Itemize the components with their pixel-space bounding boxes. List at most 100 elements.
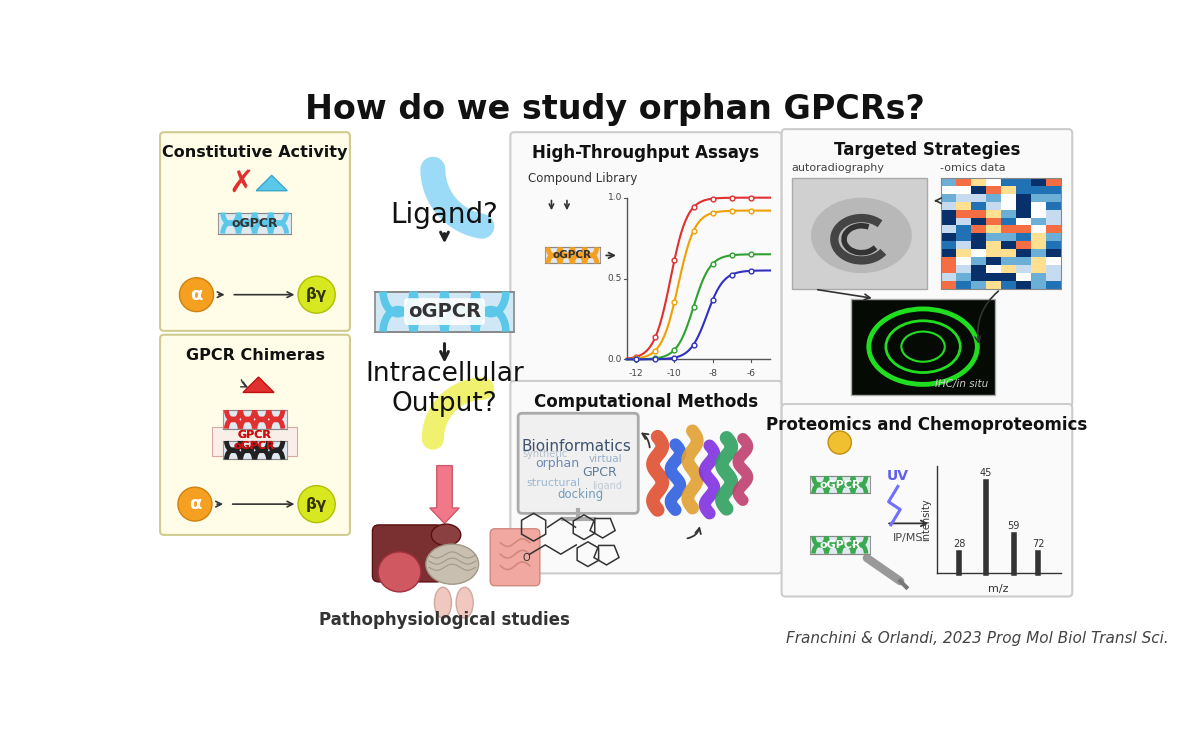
Text: intensity: intensity [920, 498, 931, 541]
Bar [1001, 202, 1015, 210]
Text: 1.0: 1.0 [607, 193, 622, 202]
Point [626, 353, 646, 365]
Text: oGPCR: oGPCR [408, 302, 481, 321]
Text: 28: 28 [953, 539, 965, 549]
Text: -8: -8 [708, 369, 718, 378]
Bar [1045, 250, 1061, 258]
Bar [1001, 210, 1015, 218]
Bar [971, 210, 985, 218]
Circle shape [298, 276, 335, 313]
Text: High-Throughput Assays: High-Throughput Assays [533, 144, 760, 162]
Text: structural: structural [526, 478, 580, 487]
Point [722, 205, 742, 216]
Point [703, 207, 722, 219]
Point [742, 192, 761, 204]
Bar [1031, 233, 1045, 241]
Text: orphan: orphan [535, 457, 578, 470]
Bar [1015, 210, 1031, 218]
Bar [212, 427, 298, 456]
Bar [545, 247, 600, 263]
Text: oGPCR: oGPCR [232, 216, 278, 230]
Bar [941, 273, 955, 281]
Point [742, 265, 761, 277]
FancyBboxPatch shape [781, 404, 1073, 596]
Text: GPCR: GPCR [238, 430, 271, 440]
Point [665, 344, 684, 355]
Bar [971, 258, 985, 266]
Text: docking: docking [557, 488, 604, 500]
Bar [971, 273, 985, 281]
Bar [1001, 241, 1015, 250]
Bar [971, 185, 985, 194]
Text: oGPCR: oGPCR [818, 480, 860, 490]
Bar [792, 177, 928, 289]
Bar [971, 202, 985, 210]
Bar [955, 194, 971, 202]
Bar [1045, 202, 1061, 210]
Circle shape [178, 487, 212, 521]
Point [684, 339, 703, 350]
Bar [955, 210, 971, 218]
Point [722, 250, 742, 261]
Bar [1001, 266, 1015, 273]
Bar [941, 241, 955, 250]
Text: Ligand?: Ligand? [390, 202, 498, 230]
Bar [1031, 241, 1045, 250]
Bar [985, 258, 1001, 266]
Bar [955, 258, 971, 266]
Point [703, 294, 722, 306]
Text: 0.0: 0.0 [607, 355, 622, 364]
Bar [941, 202, 955, 210]
Bar [1031, 210, 1045, 218]
Ellipse shape [431, 524, 461, 545]
FancyBboxPatch shape [781, 129, 1073, 406]
Bar [1031, 185, 1045, 194]
Bar [1045, 210, 1061, 218]
Bar [1001, 233, 1015, 241]
Bar [1001, 218, 1015, 225]
Text: Compound Library: Compound Library [528, 172, 637, 185]
Text: ligand: ligand [593, 481, 623, 492]
Ellipse shape [434, 587, 451, 618]
Bar [941, 281, 955, 289]
Bar [1045, 177, 1061, 185]
Bar [223, 441, 287, 459]
Bar [810, 537, 870, 553]
Text: 72: 72 [1032, 539, 1044, 549]
Point [684, 202, 703, 213]
Bar [941, 185, 955, 194]
Bar [1031, 281, 1045, 289]
Point [722, 192, 742, 204]
Point [703, 193, 722, 205]
Text: oGPCR: oGPCR [553, 250, 592, 261]
Bar [971, 266, 985, 273]
FancyBboxPatch shape [372, 525, 443, 582]
Text: 45: 45 [980, 468, 992, 478]
Bar [1015, 194, 1031, 202]
Bar [985, 202, 1001, 210]
Bar [1001, 185, 1015, 194]
Bar [1031, 250, 1045, 258]
Bar [1015, 281, 1031, 289]
Text: IP/MS: IP/MS [893, 533, 923, 542]
FancyArrow shape [430, 466, 460, 523]
FancyBboxPatch shape [491, 528, 540, 586]
Text: autoradiography: autoradiography [792, 163, 884, 173]
Bar [1001, 250, 1015, 258]
Circle shape [180, 277, 214, 311]
Bar [1015, 273, 1031, 281]
Bar [1015, 266, 1031, 273]
Bar [971, 218, 985, 225]
Bar [985, 225, 1001, 233]
Text: Bioinformatics: Bioinformatics [521, 439, 631, 454]
Bar [1015, 218, 1031, 225]
Point [684, 301, 703, 313]
Text: How do we study orphan GPCRs?: How do we study orphan GPCRs? [305, 93, 925, 127]
Point [665, 296, 684, 308]
Text: α: α [188, 495, 202, 513]
Point [722, 269, 742, 280]
Point [646, 344, 665, 356]
Bar [985, 210, 1001, 218]
Point [684, 225, 703, 237]
Text: Intracellular
Output?: Intracellular Output? [365, 361, 524, 417]
